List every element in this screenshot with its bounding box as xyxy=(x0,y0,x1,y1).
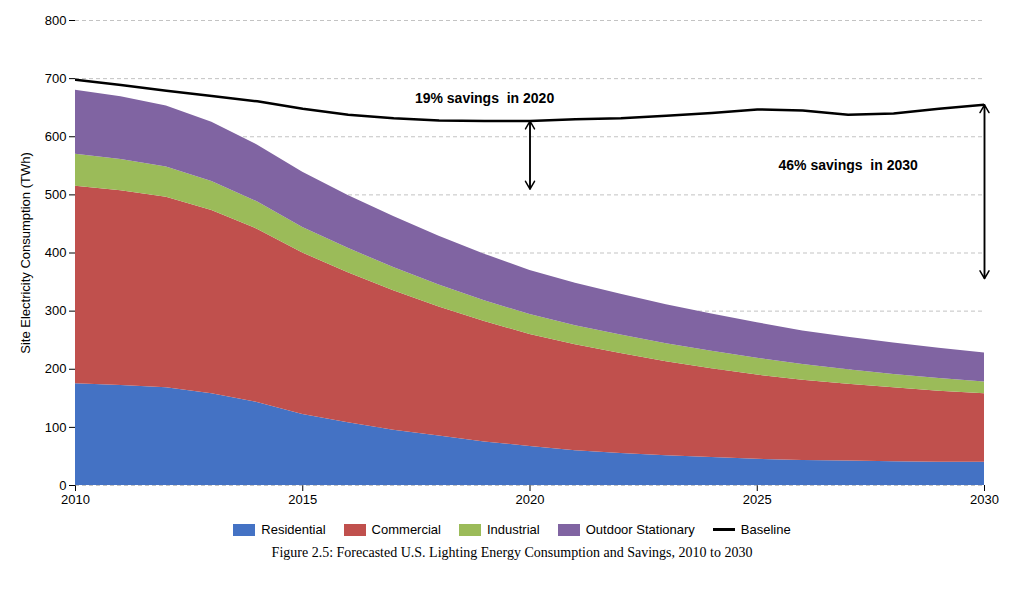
html-text:Baseline: Baseline xyxy=(740,522,791,537)
svg-text:2010: 2010 xyxy=(61,492,90,507)
svg-text:19% savings in 2020: 19% savings in 2020 xyxy=(415,90,555,106)
svg-text:Site Electricity Consumption (: Site Electricity Consumption (TWh) xyxy=(18,152,33,354)
svg-text:2025: 2025 xyxy=(743,492,772,507)
svg-text:100: 100 xyxy=(45,420,67,435)
svg-text:400: 400 xyxy=(45,245,67,260)
svg-text:700: 700 xyxy=(45,71,67,86)
svg-text:600: 600 xyxy=(45,129,67,144)
html-text:Figure 2.5: Forecasted U.S. Li: Figure 2.5: Forecasted U.S. Lighting Ene… xyxy=(271,545,753,560)
html-text:Industrial: Industrial xyxy=(487,522,540,537)
svg-text:800: 800 xyxy=(45,13,67,28)
svg-text:2020: 2020 xyxy=(516,492,545,507)
svg-text:2015: 2015 xyxy=(288,492,317,507)
svg-text:300: 300 xyxy=(45,303,67,318)
html-text:Commercial: Commercial xyxy=(371,522,441,537)
svg-text:200: 200 xyxy=(45,361,67,376)
svg-text:2030: 2030 xyxy=(970,492,999,507)
html-text:Residential: Residential xyxy=(261,522,326,537)
svg-text:500: 500 xyxy=(45,187,67,202)
svg-text:46% savings in 2030: 46% savings in 2030 xyxy=(778,157,918,173)
html-text:Outdoor Stationary: Outdoor Stationary xyxy=(585,522,695,537)
svg-text:0: 0 xyxy=(59,478,66,493)
